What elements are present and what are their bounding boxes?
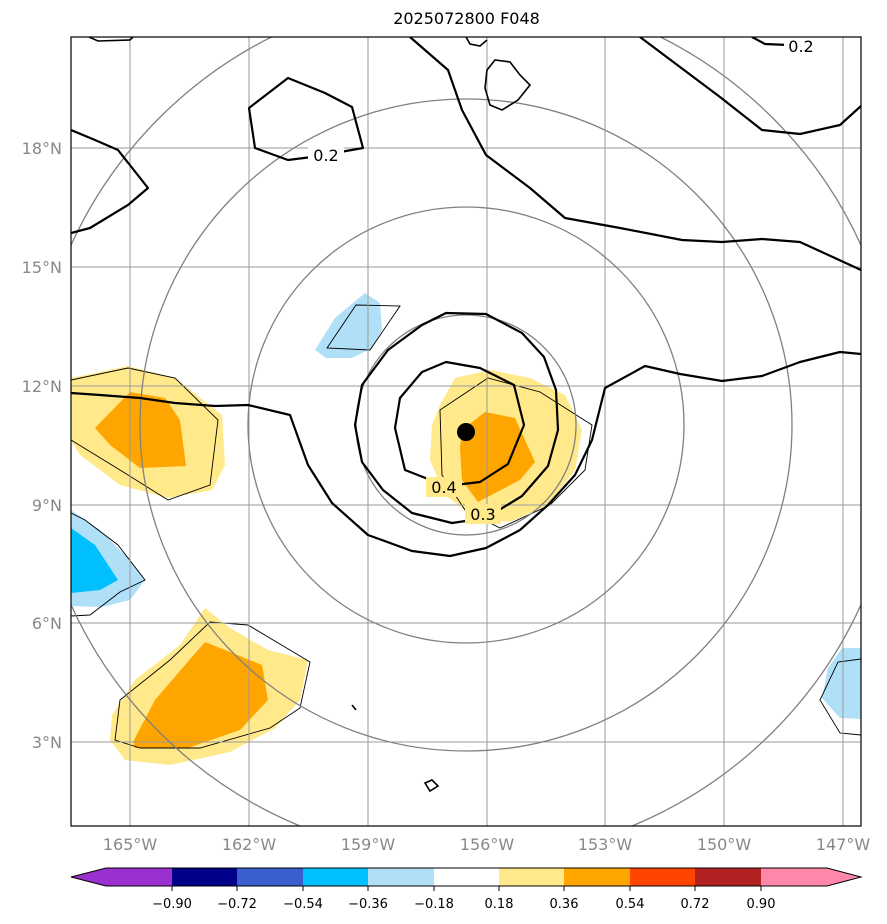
colorbar-bin bbox=[564, 868, 630, 886]
colorbar-tick-label: −0.90 bbox=[152, 897, 192, 912]
lat-label: 9°N bbox=[32, 496, 62, 515]
latitude-labels: 18°N 15°N 12°N 9°N 6°N 3°N bbox=[22, 139, 62, 752]
lon-label: 156°W bbox=[460, 835, 515, 854]
contour-labels: 0.2 0.2 0.4 0.3 bbox=[308, 37, 818, 524]
colorbar-bin bbox=[303, 868, 368, 886]
colorbar-tick-label: 0.90 bbox=[747, 897, 776, 912]
lon-label: 147°W bbox=[816, 835, 871, 854]
colorbar-tick-label: −0.72 bbox=[217, 897, 257, 912]
colorbar-bin bbox=[172, 868, 237, 886]
lat-label: 3°N bbox=[32, 733, 62, 752]
colorbar-bin bbox=[499, 868, 564, 886]
colorbar-tick-label: 0.54 bbox=[616, 897, 645, 912]
colorbar-tick-label: −0.18 bbox=[414, 897, 454, 912]
colorbar: −0.90 −0.72 −0.54 −0.36 −0.18 0.18 0.36 … bbox=[70, 867, 863, 912]
colorbar-extend-low bbox=[71, 868, 106, 886]
lat-label: 12°N bbox=[22, 377, 62, 396]
map-area: 0.2 0.2 0.4 0.3 bbox=[71, 37, 861, 826]
colorbar-bin bbox=[434, 868, 499, 886]
lat-label: 6°N bbox=[32, 614, 62, 633]
colorbar-tick-label: 0.18 bbox=[485, 897, 514, 912]
colorbar-tick-label: −0.54 bbox=[283, 897, 323, 912]
lat-label: 15°N bbox=[22, 258, 62, 277]
lon-label: 153°W bbox=[578, 835, 633, 854]
map-title: 2025072800 F048 bbox=[393, 9, 540, 28]
lon-label: 165°W bbox=[103, 835, 158, 854]
colorbar-bin bbox=[630, 868, 695, 886]
contour-label: 0.3 bbox=[470, 505, 495, 524]
colorbar-bin bbox=[761, 868, 827, 886]
colorbar-bin bbox=[368, 868, 434, 886]
shaded-field bbox=[71, 293, 861, 765]
colorbar-tick-label: 0.72 bbox=[681, 897, 710, 912]
colorbar-tick-label: −0.36 bbox=[348, 897, 388, 912]
map-frame bbox=[70, 36, 862, 827]
lat-label: 18°N bbox=[22, 139, 62, 158]
colorbar-tick-label: 0.36 bbox=[550, 897, 579, 912]
colorbar-bin bbox=[695, 868, 761, 886]
colorbar-bin bbox=[237, 868, 303, 886]
lon-label: 150°W bbox=[697, 835, 752, 854]
graticule bbox=[71, 37, 861, 826]
contour-label: 0.4 bbox=[431, 478, 456, 497]
longitude-labels: 165°W 162°W 159°W 156°W 153°W 150°W 147°… bbox=[103, 835, 871, 854]
storm-center-marker bbox=[457, 423, 475, 441]
colorbar-extend-high bbox=[827, 868, 861, 886]
island-outlines bbox=[88, 37, 532, 793]
lon-label: 159°W bbox=[341, 835, 396, 854]
lon-label: 162°W bbox=[222, 835, 277, 854]
colorbar-bin bbox=[106, 868, 172, 886]
contour-label: 0.2 bbox=[313, 146, 338, 165]
contour-label: 0.2 bbox=[788, 37, 813, 56]
